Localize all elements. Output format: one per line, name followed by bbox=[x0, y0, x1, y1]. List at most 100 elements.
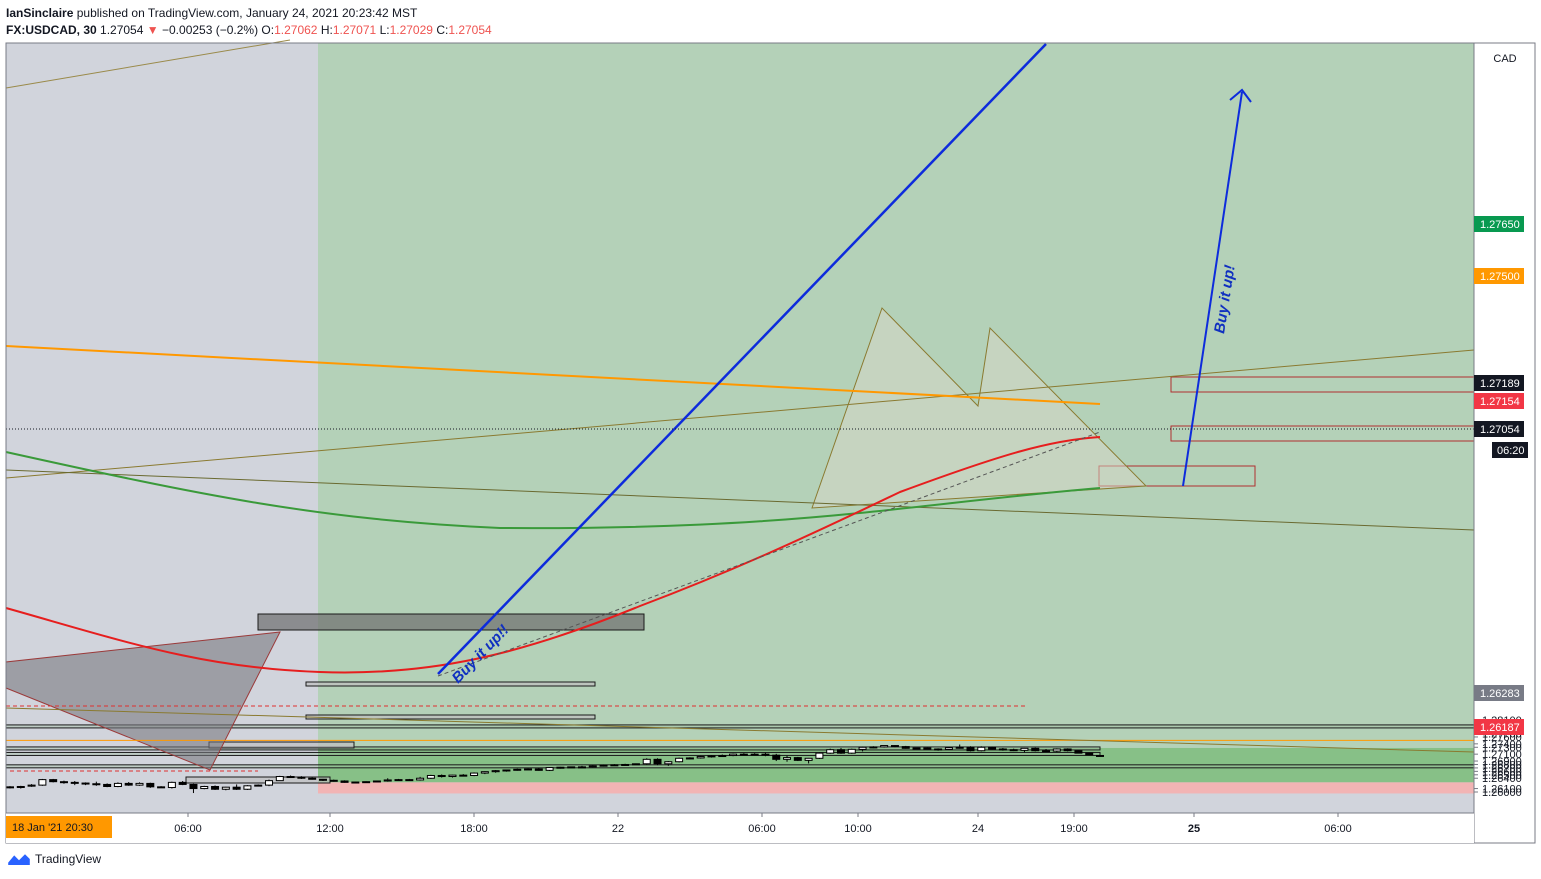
candle bbox=[318, 778, 327, 781]
candle bbox=[1085, 752, 1094, 756]
candle-body-down bbox=[286, 776, 295, 779]
candle bbox=[6, 786, 14, 789]
candle-body-down bbox=[157, 786, 166, 789]
candle-body-down bbox=[70, 781, 79, 784]
candle bbox=[297, 776, 306, 779]
candle-body-up bbox=[858, 746, 867, 750]
candle bbox=[103, 783, 112, 788]
candle-body-up bbox=[642, 758, 651, 765]
x-tick-label: 06:00 bbox=[1324, 823, 1352, 835]
price-tag-label: 1.27054 bbox=[1480, 424, 1520, 436]
candle-body-up bbox=[912, 747, 921, 750]
candle bbox=[966, 746, 975, 752]
candle-body-up bbox=[372, 780, 381, 783]
candle-body-up bbox=[383, 779, 392, 782]
candle bbox=[437, 774, 446, 778]
candle-body-up bbox=[567, 766, 576, 769]
price-tag bbox=[1474, 268, 1524, 284]
candle bbox=[329, 779, 338, 782]
candle bbox=[502, 769, 511, 772]
candle bbox=[200, 785, 209, 790]
tradingview-logo-icon bbox=[8, 854, 30, 865]
x-tick-label: 06:00 bbox=[174, 823, 202, 835]
open-value: 1.27062 bbox=[274, 23, 318, 37]
candle bbox=[567, 766, 576, 769]
candle-body-up bbox=[696, 756, 705, 759]
candle bbox=[534, 767, 543, 771]
level-box bbox=[5, 764, 1475, 769]
candle bbox=[599, 764, 608, 767]
price-tag bbox=[1492, 442, 1528, 458]
candle-body-up bbox=[826, 749, 835, 754]
candle-body-down bbox=[934, 748, 943, 751]
x-tick-label: 06:00 bbox=[748, 823, 776, 835]
candle-body-up bbox=[502, 769, 511, 772]
close-label: C: bbox=[436, 23, 449, 37]
candle bbox=[944, 747, 953, 751]
candle-body-up bbox=[351, 781, 360, 784]
candle-body-up bbox=[869, 746, 878, 749]
candle-body-up bbox=[707, 755, 716, 758]
candle bbox=[232, 784, 241, 790]
start-date-tag bbox=[6, 816, 112, 838]
y-tick-label: 1.26100 bbox=[1482, 784, 1522, 796]
candle-body-down bbox=[653, 758, 662, 765]
candle bbox=[524, 768, 533, 771]
candle-body-up bbox=[815, 752, 824, 759]
y-tick-label: 1.27300 bbox=[1482, 742, 1522, 754]
candle bbox=[696, 755, 705, 759]
candle bbox=[1074, 750, 1083, 754]
candle-body-up bbox=[275, 776, 284, 782]
candle bbox=[405, 778, 414, 782]
price-tag bbox=[1474, 685, 1524, 701]
candle-body-down bbox=[901, 746, 910, 749]
brand-label: TradingView bbox=[35, 852, 102, 866]
candle-body-up bbox=[16, 785, 25, 788]
candle-body-up bbox=[27, 784, 36, 787]
candle-body-up bbox=[491, 770, 500, 773]
candle bbox=[38, 778, 47, 786]
currency-label: CAD bbox=[1493, 53, 1516, 65]
candle-body-down bbox=[81, 782, 90, 785]
x-tick-label: 25 bbox=[1188, 823, 1200, 835]
candle bbox=[275, 775, 284, 782]
candle bbox=[783, 755, 792, 762]
candle-body-up bbox=[588, 765, 597, 768]
candle-body-down bbox=[211, 785, 220, 790]
orange-trend-line bbox=[5, 345, 1101, 405]
trend-lines bbox=[5, 39, 1475, 772]
candle-body-up bbox=[524, 768, 533, 771]
candle-body-down bbox=[761, 753, 770, 756]
x-tick-label: 22 bbox=[612, 823, 624, 835]
candle-body-up bbox=[977, 746, 986, 752]
candle bbox=[631, 763, 640, 766]
candle bbox=[362, 781, 371, 784]
tradingview-footer[interactable]: TradingView bbox=[8, 852, 101, 866]
candle-body-down bbox=[146, 782, 155, 788]
candle bbox=[27, 784, 36, 787]
author-name[interactable]: IanSinclaire bbox=[6, 6, 74, 20]
y-tick-label: 1.26800 bbox=[1482, 759, 1522, 771]
high-label: H: bbox=[320, 23, 333, 37]
trade-zones bbox=[5, 43, 1475, 794]
candles bbox=[6, 744, 1104, 794]
candle bbox=[491, 769, 500, 773]
price-change: −0.00253 (−0.2%) bbox=[162, 23, 259, 37]
candle bbox=[167, 781, 176, 789]
candle-body-down bbox=[534, 768, 543, 771]
candle bbox=[113, 782, 122, 788]
publish-info: published on TradingView.com, January 24… bbox=[76, 6, 418, 20]
candle-body-up bbox=[200, 785, 209, 790]
candle-body-up bbox=[847, 748, 856, 754]
support-box bbox=[305, 681, 596, 687]
candle bbox=[610, 764, 619, 767]
candle bbox=[1031, 747, 1040, 752]
candle-body-down bbox=[318, 778, 327, 781]
price-tag-label: 1.27189 bbox=[1480, 378, 1520, 390]
candle bbox=[847, 748, 856, 754]
candle-body-up bbox=[394, 779, 403, 782]
candle-body-down bbox=[966, 746, 975, 752]
candle-body-up bbox=[944, 747, 953, 750]
candle-body-up bbox=[416, 777, 425, 781]
